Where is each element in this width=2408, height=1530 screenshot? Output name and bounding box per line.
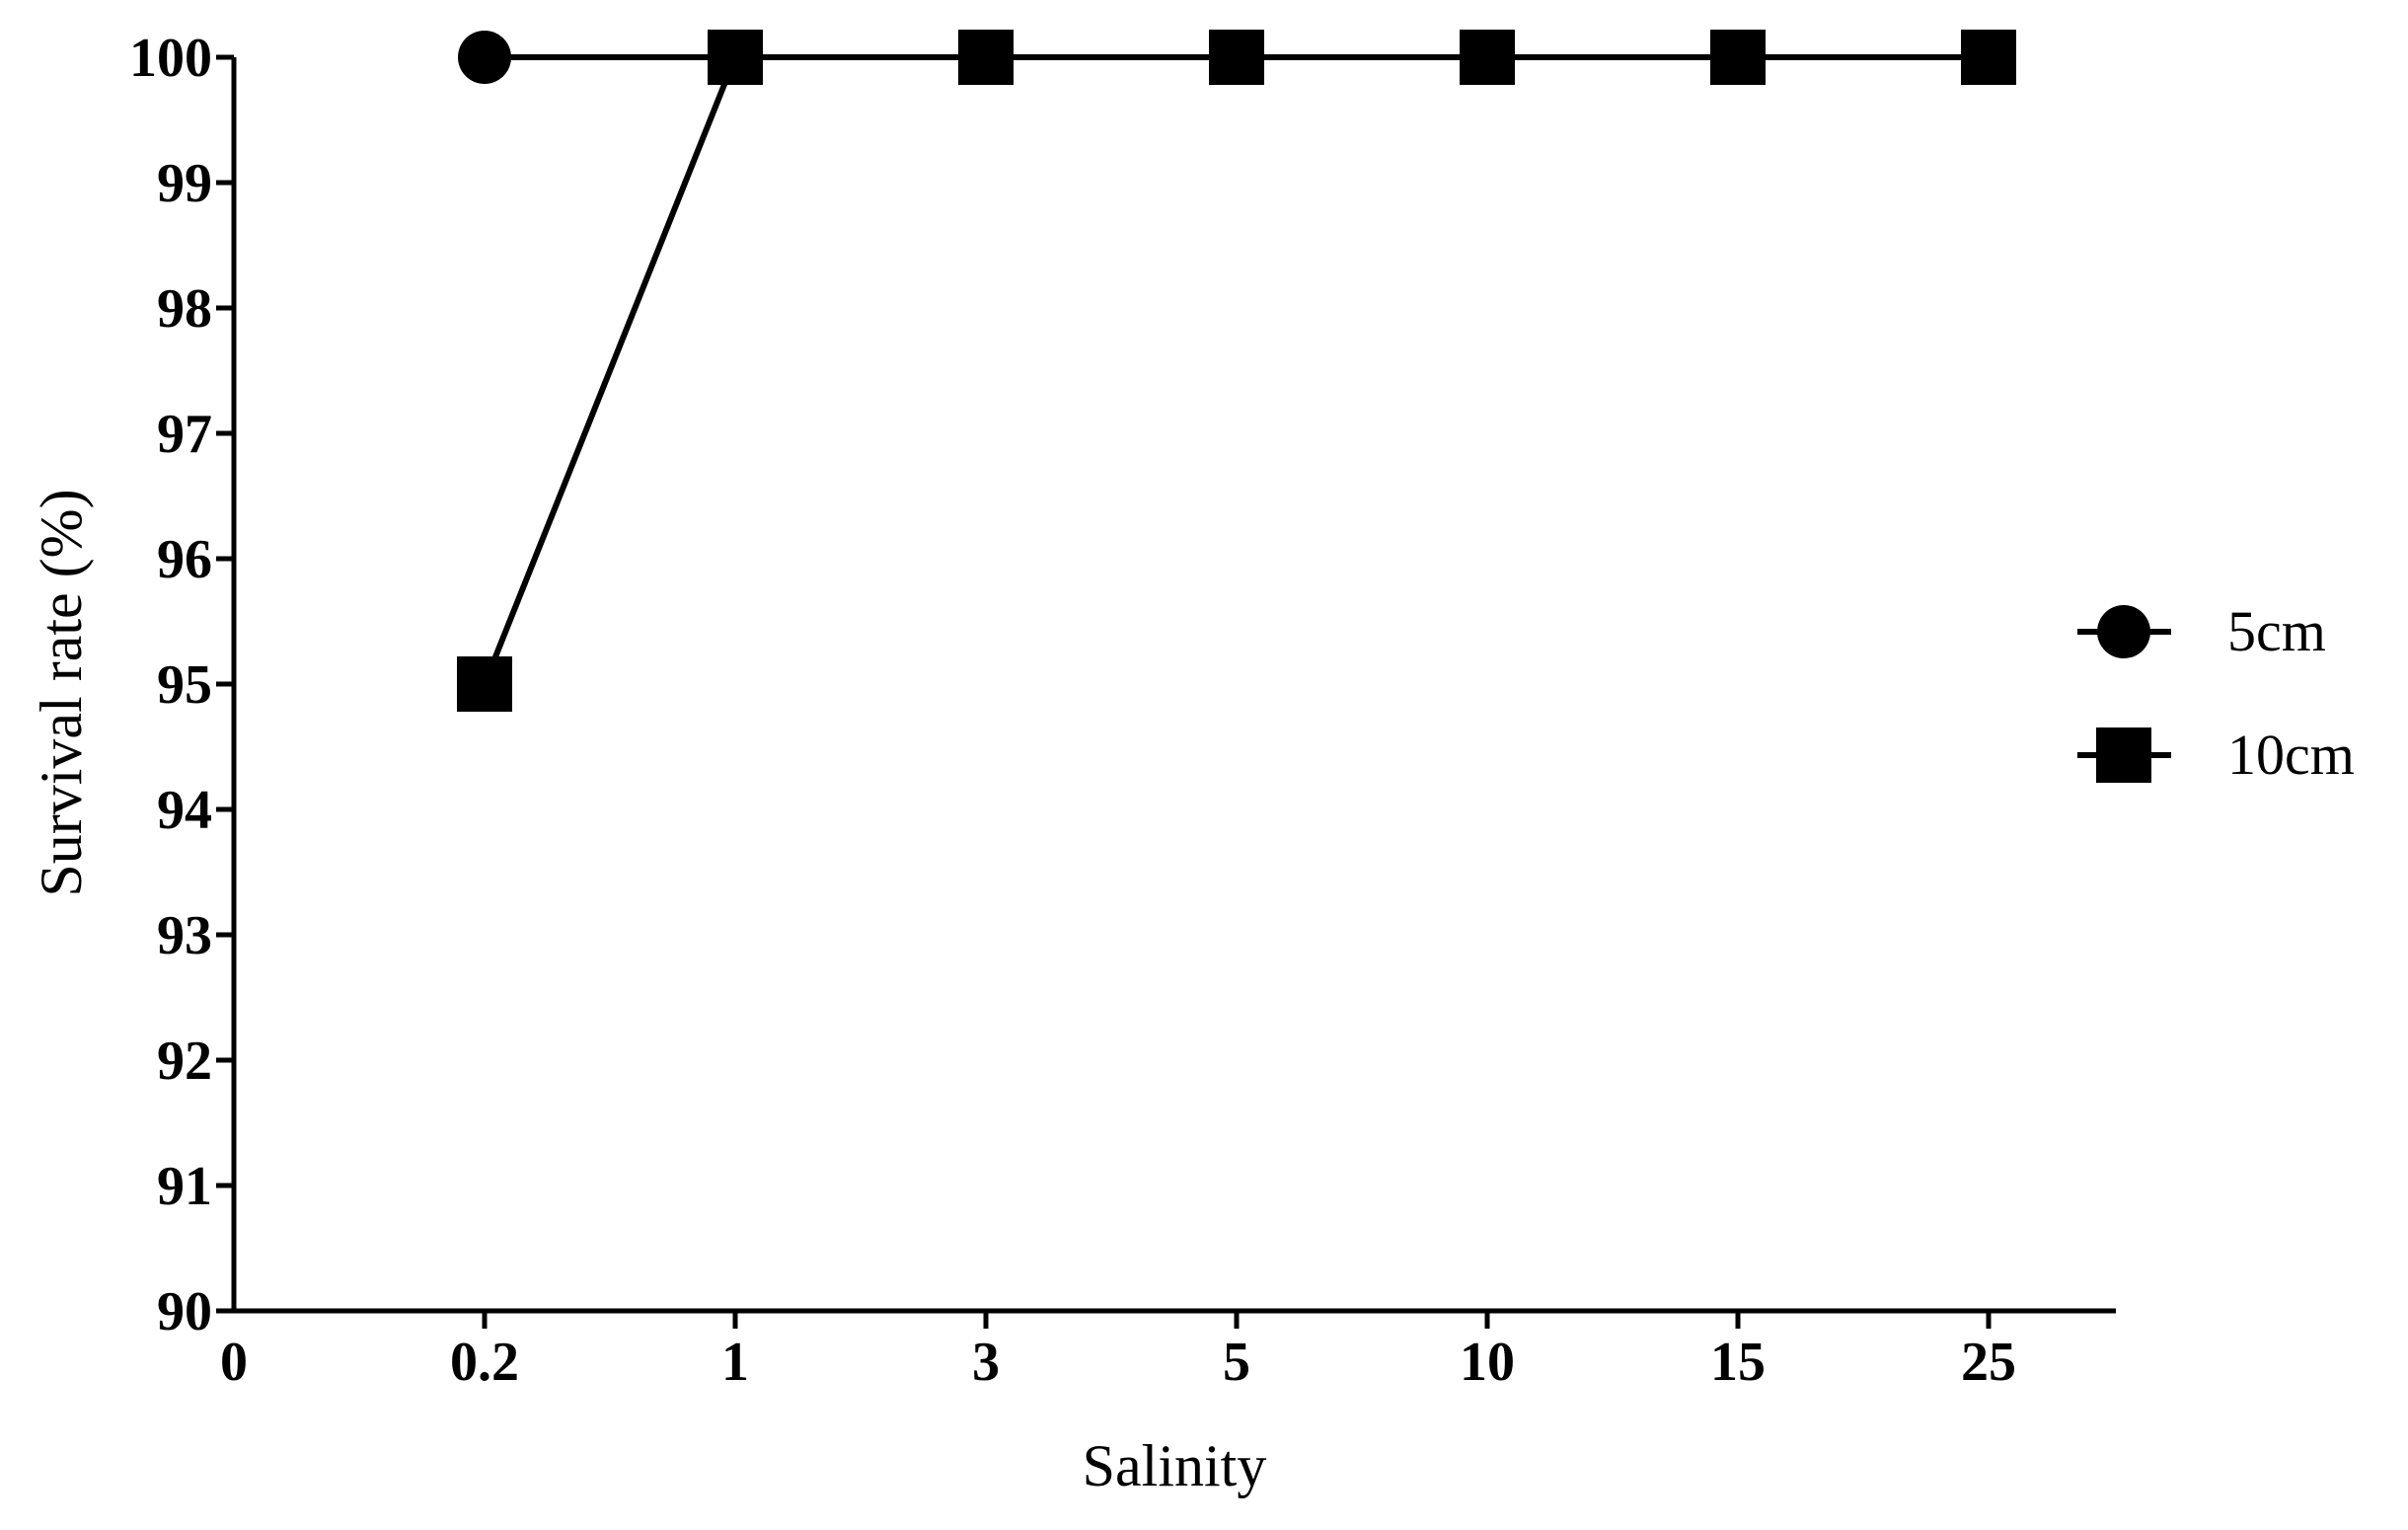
y-tick-label: 99 (157, 153, 212, 214)
x-tick-label: 0.2 (450, 1332, 519, 1393)
x-tick-label: 25 (1961, 1332, 2016, 1393)
y-tick-label: 98 (157, 278, 212, 340)
data-point (1209, 30, 1264, 85)
y-tick-label: 90 (157, 1281, 212, 1342)
legend-item: 10cm (2077, 723, 2355, 787)
data-point (1710, 30, 1766, 85)
x-tick-label: 1 (721, 1332, 749, 1393)
data-point (458, 31, 511, 84)
series-layer (457, 30, 2016, 712)
data-point (1460, 30, 1515, 85)
y-axis-title: Survival rate (%) (29, 489, 94, 896)
x-origin-label: 0 (220, 1332, 248, 1393)
legend-marker (2096, 727, 2151, 783)
y-tick-label: 93 (157, 905, 212, 966)
data-point (958, 30, 1014, 85)
y-tick-label: 94 (157, 780, 212, 841)
axes: 90 91 92 93 94 95 96 97 98 99 100 0 0.2 1 3 5 10 15 25 (129, 28, 2116, 1393)
data-point (708, 30, 763, 85)
y-tick-label: 96 (157, 529, 212, 590)
x-tick-label: 10 (1460, 1332, 1515, 1393)
legend-label: 5cm (2227, 599, 2326, 663)
x-axis-title: Salinity (1083, 1433, 1267, 1498)
legend-label: 10cm (2227, 723, 2355, 787)
x-tick-label: 15 (1710, 1332, 1766, 1393)
y-tick-label: 95 (157, 654, 212, 716)
y-tick-label: 92 (157, 1031, 212, 1092)
y-tick-label: 97 (157, 404, 212, 465)
x-tick-label: 5 (1223, 1332, 1250, 1393)
x-tick-label: 3 (972, 1332, 1000, 1393)
data-point (457, 656, 512, 712)
data-point (1961, 30, 2016, 85)
series-10cm (457, 30, 2016, 712)
y-tick-label: 100 (129, 28, 212, 89)
y-tick-label: 91 (157, 1156, 212, 1217)
legend: 5cm 10cm (2077, 599, 2355, 787)
legend-marker (2097, 605, 2150, 658)
legend-item: 5cm (2077, 599, 2326, 663)
series-line (482, 54, 1989, 686)
